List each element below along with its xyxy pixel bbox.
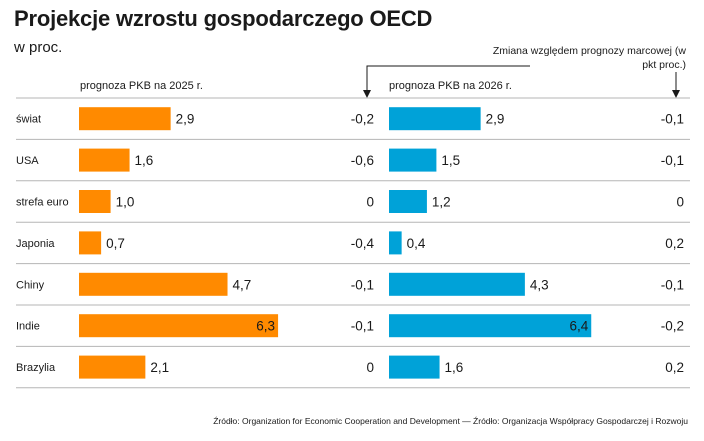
right-note-arrowhead: [672, 90, 680, 98]
data-label: 1,5: [441, 153, 460, 168]
left-note-arrowhead: [363, 90, 371, 98]
bar: [79, 148, 130, 172]
data-label: 6,4: [569, 319, 588, 334]
data-label: 0,4: [407, 236, 426, 251]
data-label: 2,1: [150, 360, 169, 375]
data-label: 4,3: [530, 277, 549, 292]
data-label: 6,3: [256, 319, 275, 334]
change-label: -0,2: [351, 112, 374, 127]
bar: [79, 107, 171, 131]
category-label: Chiny: [16, 279, 45, 291]
change-label: -0,1: [661, 277, 684, 292]
left-column-header: prognoza PKB na 2025 r.: [80, 80, 203, 92]
chart-subtitle: w proc.: [14, 39, 63, 56]
bar: [79, 231, 102, 255]
bar: [389, 148, 437, 172]
data-label: 0,7: [106, 236, 125, 251]
change-label: -0,1: [351, 319, 374, 334]
category-label: Brazylia: [16, 362, 56, 374]
bar: [389, 355, 440, 379]
change-label: -0,1: [661, 112, 684, 127]
arrows: [363, 65, 680, 98]
bar: [79, 272, 228, 296]
change-label: 0: [366, 360, 374, 375]
bar: [389, 190, 427, 213]
change-label: 0,2: [665, 236, 684, 251]
change-label: -0,4: [351, 236, 375, 251]
data-label: 1,6: [135, 153, 154, 168]
category-label: Japonia: [16, 238, 55, 250]
chart-title: Projekcje wzrostu gospodarczego OECD: [14, 6, 433, 31]
data-label: 1,2: [432, 195, 451, 210]
bar: [79, 314, 279, 338]
data-label: 4,7: [233, 277, 252, 292]
change-label: -0,2: [661, 319, 684, 334]
source-note: Źródło: Organization for Economic Cooper…: [213, 416, 688, 426]
bar: [79, 355, 146, 379]
change-label: -0,6: [351, 153, 374, 168]
category-label: strefa euro: [16, 197, 69, 209]
bar: [389, 314, 592, 338]
bar: [389, 107, 481, 131]
right-column-header: prognoza PKB na 2026 r.: [389, 80, 512, 92]
change-label: 0: [366, 195, 374, 210]
data-label: 1,0: [116, 195, 135, 210]
change-label: 0,2: [665, 360, 684, 375]
change-label: 0: [676, 195, 684, 210]
category-label: świat: [16, 114, 41, 126]
bar: [79, 190, 111, 213]
change-label: -0,1: [351, 277, 374, 292]
bar: [389, 272, 525, 296]
data-label: 2,9: [176, 112, 195, 127]
category-label: Indie: [16, 321, 40, 333]
bar: [389, 231, 402, 255]
data-label: 2,9: [486, 112, 505, 127]
category-label: USA: [16, 155, 39, 167]
left-note-arrow: [366, 65, 530, 94]
change-label: -0,1: [661, 153, 684, 168]
data-label: 1,6: [445, 360, 464, 375]
change-note: Zmiana względem prognozy marcowej (w pkt…: [492, 45, 686, 71]
